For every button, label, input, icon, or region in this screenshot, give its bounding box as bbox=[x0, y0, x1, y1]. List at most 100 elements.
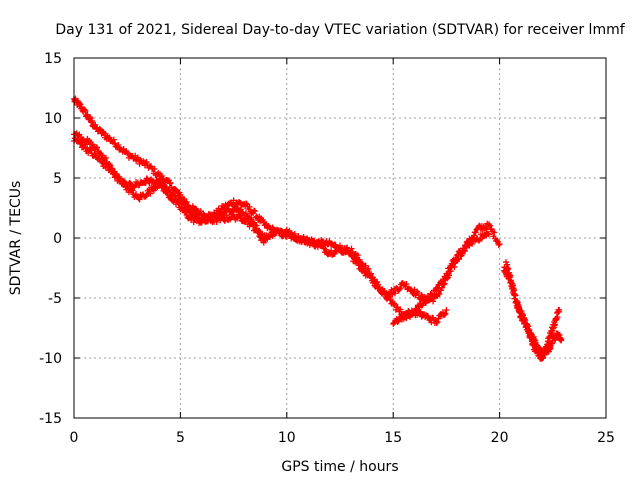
data-point bbox=[110, 136, 117, 143]
y-tick-label: -15 bbox=[39, 411, 62, 427]
data-point bbox=[348, 245, 355, 252]
data-point bbox=[415, 289, 422, 296]
x-tick-label: 25 bbox=[597, 430, 615, 446]
data-point bbox=[77, 140, 84, 147]
data-point bbox=[170, 189, 177, 196]
series-end-track-2 bbox=[502, 259, 565, 361]
data-point bbox=[115, 141, 122, 148]
data-point bbox=[332, 241, 339, 248]
data-point bbox=[430, 298, 437, 305]
data-point bbox=[213, 219, 220, 226]
data-point bbox=[435, 315, 442, 322]
data-point bbox=[491, 229, 498, 236]
data-point bbox=[496, 241, 503, 247]
data-point bbox=[354, 252, 361, 259]
y-tick-label: 0 bbox=[53, 231, 62, 247]
data-point bbox=[192, 205, 199, 212]
data-point bbox=[106, 134, 113, 141]
y-tick-label: 10 bbox=[44, 111, 62, 127]
data-point bbox=[253, 225, 260, 232]
data-point bbox=[103, 161, 110, 168]
data-point bbox=[243, 200, 250, 207]
data-point bbox=[96, 125, 103, 132]
x-axis-label: GPS time / hours bbox=[281, 459, 398, 475]
data-point bbox=[251, 208, 258, 215]
data-point bbox=[446, 268, 453, 275]
data-point bbox=[343, 245, 350, 252]
data-point bbox=[495, 241, 502, 248]
data-point bbox=[274, 226, 281, 233]
data-point bbox=[452, 256, 459, 263]
data-point bbox=[254, 228, 261, 235]
data-point bbox=[87, 147, 94, 154]
x-tick-label: 5 bbox=[176, 430, 185, 446]
x-tick-label: 10 bbox=[278, 430, 296, 446]
chart-title: Day 131 of 2021, Sidereal Day-to-day VTE… bbox=[55, 22, 625, 38]
x-tick-label: 0 bbox=[70, 430, 79, 446]
data-point bbox=[120, 178, 127, 185]
data-point bbox=[434, 285, 441, 292]
data-point bbox=[396, 286, 403, 293]
data-point bbox=[362, 262, 369, 269]
data-point bbox=[99, 152, 106, 159]
data-point bbox=[485, 230, 492, 237]
data-point bbox=[255, 229, 262, 236]
series-upper-track bbox=[71, 95, 503, 306]
data-point bbox=[261, 237, 268, 244]
axis-ticks bbox=[73, 57, 607, 419]
data-point bbox=[175, 200, 182, 207]
data-point bbox=[453, 255, 460, 262]
data-point bbox=[151, 165, 158, 172]
data-point bbox=[442, 275, 449, 282]
data-point bbox=[436, 291, 443, 298]
data-point bbox=[320, 242, 327, 249]
data-point bbox=[462, 244, 469, 251]
data-point bbox=[167, 179, 174, 186]
tick-labels: 0 5 10 15 20 25 -15 -10 -5 0 5 10 15 bbox=[39, 51, 615, 446]
data-point bbox=[174, 199, 181, 206]
data-point bbox=[116, 173, 123, 180]
data-point bbox=[469, 240, 476, 247]
data-point bbox=[303, 235, 310, 242]
data-point bbox=[164, 189, 171, 196]
data-point bbox=[368, 270, 375, 277]
data-point bbox=[556, 307, 563, 313]
data-point bbox=[250, 223, 257, 230]
data-point bbox=[143, 159, 150, 166]
data-point bbox=[102, 154, 109, 161]
data-point bbox=[365, 265, 372, 272]
plot-points bbox=[71, 95, 565, 363]
data-point bbox=[425, 297, 432, 304]
y-tick-label: -5 bbox=[48, 291, 62, 307]
data-point bbox=[227, 216, 234, 223]
data-point bbox=[344, 244, 351, 251]
data-point bbox=[434, 318, 441, 325]
data-point bbox=[286, 227, 293, 234]
data-point bbox=[441, 311, 448, 318]
data-point bbox=[184, 204, 191, 211]
y-tick-label: -10 bbox=[39, 351, 62, 367]
data-point bbox=[147, 190, 154, 197]
data-point bbox=[77, 101, 84, 108]
data-point bbox=[81, 141, 88, 148]
data-point bbox=[558, 337, 565, 343]
data-point bbox=[143, 175, 150, 182]
data-point bbox=[124, 182, 131, 189]
data-point bbox=[442, 310, 449, 317]
data-point bbox=[395, 318, 402, 325]
data-point bbox=[443, 307, 450, 313]
data-point bbox=[94, 144, 101, 151]
data-point bbox=[243, 201, 250, 208]
data-point bbox=[82, 107, 89, 114]
data-point bbox=[78, 140, 85, 147]
data-point bbox=[86, 146, 93, 153]
y-tick-label: 15 bbox=[44, 51, 62, 67]
data-point bbox=[397, 306, 404, 313]
data-point bbox=[403, 281, 410, 288]
data-point bbox=[391, 290, 398, 297]
data-point bbox=[485, 231, 492, 238]
data-point bbox=[322, 246, 329, 253]
data-point bbox=[246, 203, 253, 210]
data-point bbox=[364, 267, 371, 274]
